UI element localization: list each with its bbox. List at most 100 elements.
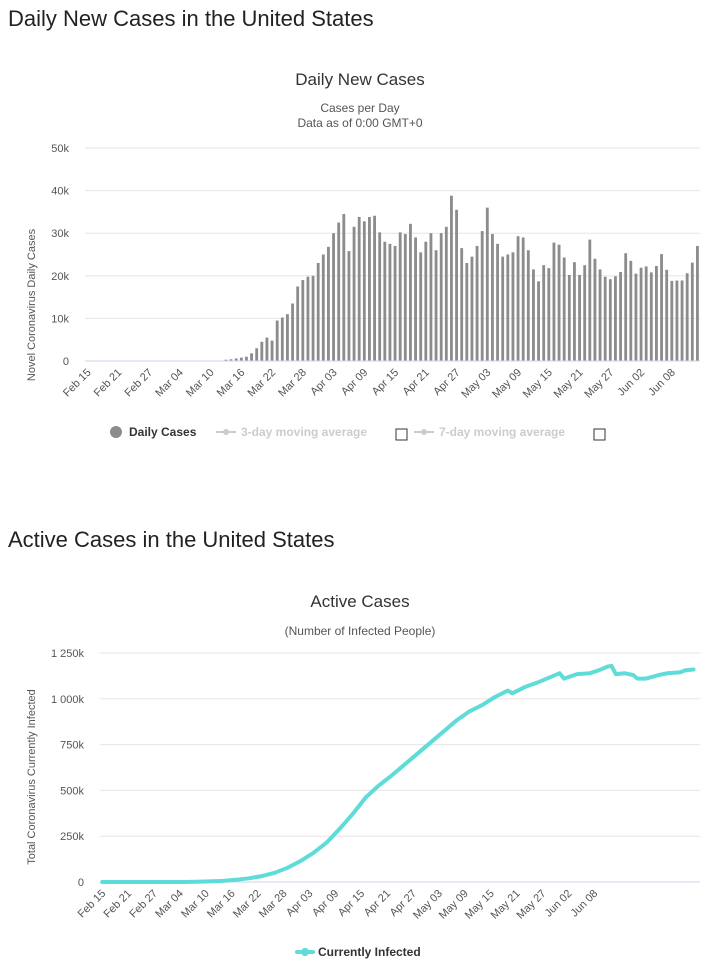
bar xyxy=(301,280,305,361)
x-tick-label: Mar 10 xyxy=(179,888,212,921)
bar xyxy=(557,244,561,361)
legend-label-3day: 3-day moving average xyxy=(241,425,367,439)
bar xyxy=(588,239,592,361)
y-tick-label: 30k xyxy=(51,228,69,240)
x-tick-label: Mar 04 xyxy=(153,367,186,400)
bar xyxy=(526,250,530,361)
x-tick-label: May 27 xyxy=(582,367,616,401)
bar xyxy=(567,274,571,361)
chart-title: Active Cases xyxy=(310,592,409,611)
checkbox-3day[interactable] xyxy=(395,428,408,441)
bar xyxy=(491,234,494,361)
bar xyxy=(460,248,464,361)
bar xyxy=(496,243,499,361)
bar xyxy=(229,359,233,361)
y-tick-label: 40k xyxy=(51,186,69,198)
bar xyxy=(685,273,689,361)
bar xyxy=(485,207,489,361)
bar xyxy=(649,272,653,361)
bar xyxy=(434,250,438,361)
x-tick-label: May 27 xyxy=(515,888,549,922)
bar xyxy=(352,226,356,361)
bar xyxy=(260,341,264,361)
series-line-group xyxy=(100,663,696,884)
grid xyxy=(100,652,700,837)
x-tick-label: Apr 15 xyxy=(370,367,401,398)
x-tick-label: May 03 xyxy=(459,367,493,401)
checkbox-7day[interactable] xyxy=(593,428,606,441)
grid xyxy=(85,147,700,319)
legend-item-3day[interactable]: 3-day moving average xyxy=(216,425,367,439)
bar xyxy=(608,279,612,361)
y-tick-label: 250k xyxy=(60,831,84,843)
legend-item-7day[interactable]: 7-day moving average xyxy=(414,425,565,439)
y-tick-label: 750k xyxy=(60,740,84,752)
legend[interactable]: Daily Cases 3-day moving average 7-day m… xyxy=(110,425,606,441)
bar xyxy=(639,267,643,361)
bar xyxy=(660,254,663,361)
x-tick-label: Mar 28 xyxy=(257,888,290,921)
bar xyxy=(286,314,289,361)
bar xyxy=(537,281,540,361)
x-tick-label: Mar 16 xyxy=(205,888,238,921)
x-tick-label: Apr 27 xyxy=(431,367,462,398)
x-tick-label: Mar 04 xyxy=(153,888,186,921)
bar xyxy=(368,217,371,361)
bar xyxy=(224,359,228,361)
bar xyxy=(245,356,248,361)
legend-label-7day: 7-day moving average xyxy=(439,425,565,439)
bar xyxy=(378,232,382,361)
bar xyxy=(542,265,546,361)
bar xyxy=(306,276,310,361)
bar xyxy=(234,358,238,361)
bar xyxy=(644,266,648,361)
legend-label-daily-cases: Daily Cases xyxy=(129,425,197,439)
chart-subtitle: (Number of Infected People) xyxy=(285,624,436,638)
bar xyxy=(311,275,315,361)
bar xyxy=(532,269,535,361)
bar xyxy=(321,254,325,361)
y-tick-label: 20k xyxy=(51,271,69,283)
bar xyxy=(619,271,622,361)
bar xyxy=(583,265,587,361)
legend-label-currently-infected: Currently Infected xyxy=(318,945,421,959)
chart-subtitle-line-2: Data as of 0:00 GMT+0 xyxy=(297,116,422,130)
bar xyxy=(357,217,361,361)
bar xyxy=(316,263,320,361)
bar xyxy=(342,214,346,361)
bar xyxy=(275,320,279,361)
bar xyxy=(291,303,294,361)
x-tick-label: Apr 09 xyxy=(339,367,370,398)
y-tick-label: 1 250k xyxy=(51,648,85,660)
bar xyxy=(250,353,253,361)
bar xyxy=(665,269,669,361)
bar xyxy=(362,221,366,361)
bar xyxy=(511,252,515,361)
legend-item-currently-infected[interactable]: Currently Infected xyxy=(295,945,421,959)
bar xyxy=(501,256,505,361)
y-axis-ticks: 0 10k 20k 30k 40k 50k xyxy=(51,143,69,368)
bar xyxy=(562,257,566,361)
x-tick-label: Feb 27 xyxy=(122,367,155,400)
y-tick-label: 50k xyxy=(51,143,69,155)
bar xyxy=(270,340,274,361)
bar xyxy=(634,273,638,361)
daily-cases-chart: Daily New Cases Cases per Day Data as of… xyxy=(26,70,700,441)
bars xyxy=(224,195,699,361)
bar xyxy=(670,280,674,361)
x-tick-label: Apr 03 xyxy=(308,367,339,398)
legend-item-daily-cases[interactable]: Daily Cases xyxy=(110,425,197,439)
x-tick-label: Jun 02 xyxy=(543,888,575,920)
bar xyxy=(593,258,597,361)
bar xyxy=(337,222,341,361)
bar xyxy=(696,245,699,361)
bar xyxy=(388,243,392,361)
active-cases-chart: Active Cases (Number of Infected People)… xyxy=(26,592,700,959)
bar xyxy=(465,263,469,361)
x-tick-label: Jun 02 xyxy=(615,367,647,399)
bar xyxy=(332,233,335,361)
bar xyxy=(403,234,407,361)
x-tick-label: Mar 22 xyxy=(245,367,278,400)
legend[interactable]: Currently Infected xyxy=(295,945,421,959)
